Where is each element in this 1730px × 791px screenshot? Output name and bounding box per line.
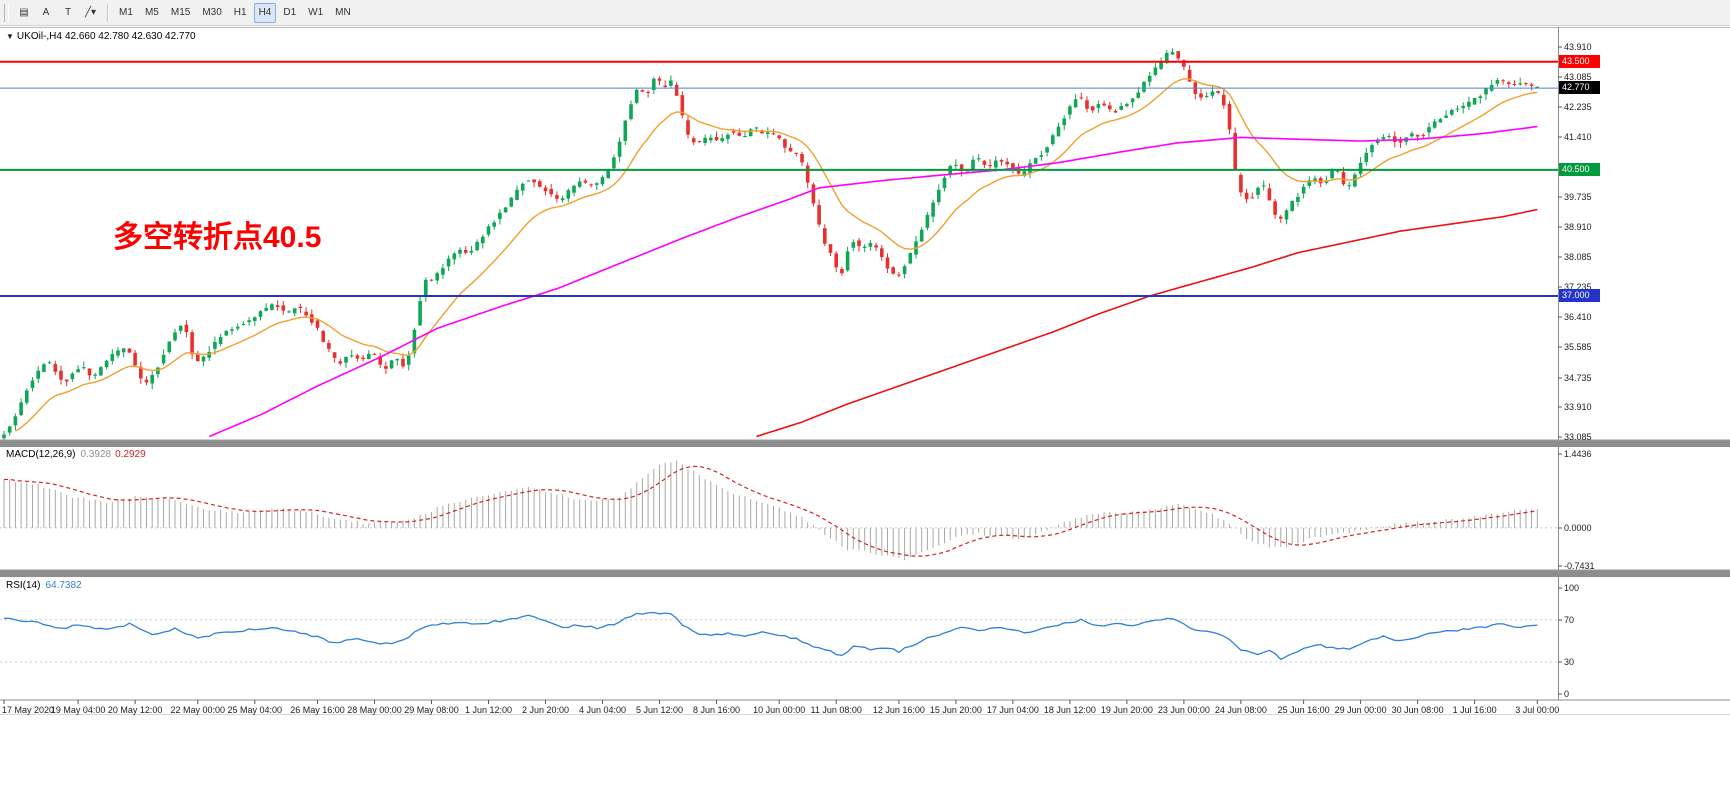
- ma-slow-line: [756, 208, 1538, 438]
- text-label-tool-button[interactable]: A: [42, 7, 50, 18]
- timeframe-button-MN[interactable]: MN: [335, 7, 351, 18]
- timeframe-button-M5[interactable]: M5: [144, 7, 159, 18]
- chart-ohlc-values: 42.660 42.780 42.630 42.770: [64, 31, 196, 42]
- timeframe-button-W1[interactable]: W1: [308, 7, 324, 18]
- rsi-line: [3, 611, 1538, 661]
- macd-value-signal: 0.2929: [115, 449, 146, 460]
- chart-annotation-text[interactable]: 多空转折点40.5: [113, 221, 322, 254]
- chart-collapse-triangle[interactable]: ▼: [6, 32, 14, 41]
- macd-histogram: [3, 460, 1538, 561]
- chart-symbol-period: UKOil-,H4: [16, 31, 62, 42]
- ma-fast-line: [15, 78, 1538, 432]
- timeframe-button-H1[interactable]: H1: [233, 7, 247, 18]
- chart-title: ▼ UKOil-,H4 42.660 42.780 42.630 42.770: [6, 31, 199, 42]
- macd-label: MACD(12,26,9) 0.3928 0.2929: [6, 449, 146, 460]
- text-tool-button[interactable]: T: [64, 7, 72, 18]
- macd-signal-line: [3, 465, 1538, 557]
- chart-canvas[interactable]: [0, 27, 1730, 715]
- timeframe-button-M15[interactable]: M15: [170, 7, 191, 18]
- rsi-label: RSI(14) 64.7382: [6, 580, 82, 591]
- macd-indicator-name: MACD(12,26,9): [6, 449, 76, 460]
- timeframe-button-M30[interactable]: M30: [202, 7, 222, 18]
- rsi-indicator-name: RSI(14): [6, 580, 41, 591]
- rsi-value: 64.7382: [45, 580, 82, 591]
- timeframe-button-M1[interactable]: M1: [119, 7, 133, 18]
- timeframe-button-D1[interactable]: D1: [283, 7, 297, 18]
- panel-divider-rsi[interactable]: [0, 570, 1730, 578]
- toolbar: ▤ A T ╱▾ M1 M5 M15 M30 H1 H4 D1 W1 MN: [0, 0, 1730, 26]
- panel-divider-macd[interactable]: [0, 440, 1730, 448]
- timeframe-button-H4[interactable]: H4: [253, 2, 277, 23]
- ma-mid-line: [208, 125, 1538, 438]
- draw-tool-dropdown[interactable]: ╱▾: [85, 7, 97, 18]
- toolbar-grip[interactable]: [4, 3, 9, 22]
- tool-button-group: ▤ A T ╱▾: [13, 3, 102, 23]
- toolbar-separator: [107, 3, 109, 22]
- macd-value-main: 0.3928: [80, 449, 112, 460]
- chart-window-icon[interactable]: ▤: [19, 7, 29, 18]
- timeframe-button-group: M1 M5 M15 M30 H1 H4 D1 W1 MN: [113, 2, 357, 23]
